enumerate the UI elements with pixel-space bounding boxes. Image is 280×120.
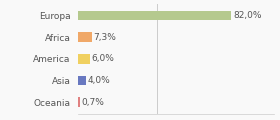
Text: 0,7%: 0,7% [81,98,104,107]
Bar [78,32,92,42]
Text: 6,0%: 6,0% [91,54,114,63]
Text: 7,3%: 7,3% [94,33,116,42]
Bar [78,54,90,64]
Bar [78,97,80,107]
Bar [78,76,86,85]
Text: 82,0%: 82,0% [233,11,262,20]
Text: 4,0%: 4,0% [87,76,110,85]
Bar [78,11,232,20]
